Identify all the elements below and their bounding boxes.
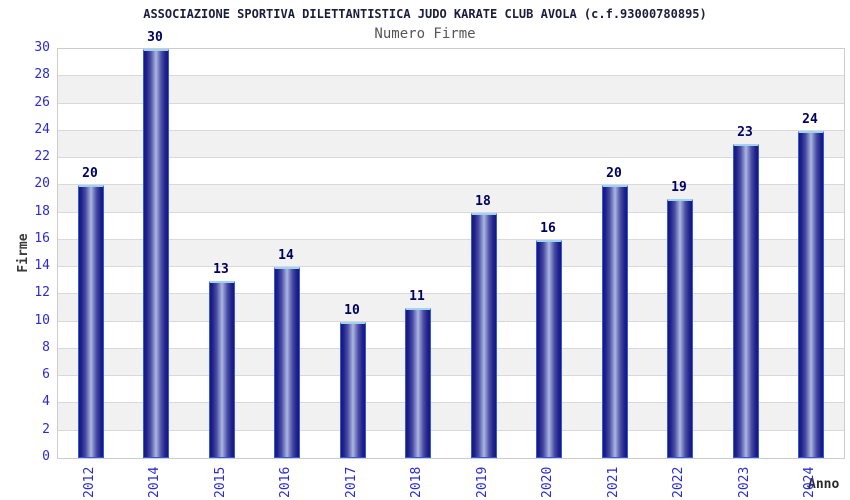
x-tick-label: 2014: [147, 466, 162, 498]
y-tick-label: 30: [34, 40, 50, 55]
bar: [405, 308, 431, 458]
bar-value-label: 24: [802, 112, 818, 127]
x-tick-label: 2024: [802, 466, 817, 498]
plot-stripe: [58, 130, 844, 159]
gridline: [58, 320, 844, 322]
bar: [274, 267, 300, 458]
bar: [143, 49, 169, 458]
gridline: [58, 293, 844, 295]
y-tick-label: 6: [42, 367, 50, 383]
y-tick-label: 22: [34, 149, 50, 165]
y-tick-label: 28: [34, 67, 50, 83]
gridline: [58, 75, 844, 77]
bar-value-label: 18: [475, 194, 491, 209]
plot-stripe: [58, 239, 844, 268]
y-tick-label: 18: [34, 203, 50, 219]
x-tick-label: 2022: [671, 466, 686, 498]
y-tick-label: 26: [34, 94, 50, 110]
bar: [471, 213, 497, 458]
chart-subtitle: Numero Firme: [374, 26, 476, 42]
bar-value-label: 13: [213, 262, 229, 277]
y-tick-label: 16: [34, 230, 50, 246]
gridline: [58, 266, 844, 268]
gridline: [58, 184, 844, 186]
plot-stripe: [58, 348, 844, 377]
bar-value-label: 11: [409, 289, 425, 304]
gridline: [58, 429, 844, 431]
gridline: [58, 347, 844, 349]
x-tick-label: 2016: [278, 466, 293, 498]
bar-value-label: 30: [147, 30, 163, 45]
x-tick-label: 2020: [540, 466, 555, 498]
bar: [340, 322, 366, 458]
x-tick-label: 2023: [737, 466, 752, 498]
bar: [78, 185, 104, 458]
y-tick-label: 14: [34, 258, 50, 274]
bar-value-label: 19: [671, 180, 687, 195]
x-tick-label: 2018: [409, 466, 424, 498]
gridline: [58, 238, 844, 240]
gridline: [58, 129, 844, 131]
plot-area: [57, 48, 845, 459]
y-tick-label: 12: [34, 285, 50, 301]
y-tick-label: 24: [34, 121, 50, 137]
bar: [209, 281, 235, 458]
gridline: [58, 211, 844, 213]
bar-value-label: 23: [737, 125, 753, 140]
bar: [667, 199, 693, 458]
bar: [602, 185, 628, 458]
bar: [536, 240, 562, 458]
y-tick-label: 4: [42, 394, 50, 410]
y-tick-label: 8: [42, 339, 50, 355]
x-tick-label: 2012: [82, 466, 97, 498]
plot-stripe: [58, 76, 844, 104]
gridline: [58, 402, 844, 404]
y-tick-label: 20: [34, 176, 50, 192]
bar-value-label: 10: [344, 303, 360, 318]
bar: [798, 131, 824, 458]
y-tick-label: 10: [34, 312, 50, 328]
bar-value-label: 16: [540, 221, 556, 236]
plot-stripe: [58, 185, 844, 213]
x-axis-title: Anno: [808, 477, 840, 492]
y-tick-label: 2: [42, 421, 50, 437]
plot-stripe: [58, 294, 844, 322]
x-tick-label: 2015: [213, 466, 228, 498]
bar-value-label: 14: [278, 248, 294, 263]
bar-value-label: 20: [606, 166, 622, 181]
x-tick-label: 2021: [606, 466, 621, 498]
y-tick-label: 0: [42, 449, 50, 464]
bar-value-label: 20: [82, 166, 98, 181]
bar: [733, 144, 759, 458]
chart-title: ASSOCIAZIONE SPORTIVA DILETTANTISTICA JU…: [143, 7, 707, 21]
gridline: [58, 375, 844, 377]
gridline: [58, 102, 844, 104]
x-tick-label: 2017: [344, 466, 359, 498]
x-tick-label: 2019: [475, 466, 490, 498]
gridline: [58, 157, 844, 159]
plot-stripe: [58, 403, 844, 431]
